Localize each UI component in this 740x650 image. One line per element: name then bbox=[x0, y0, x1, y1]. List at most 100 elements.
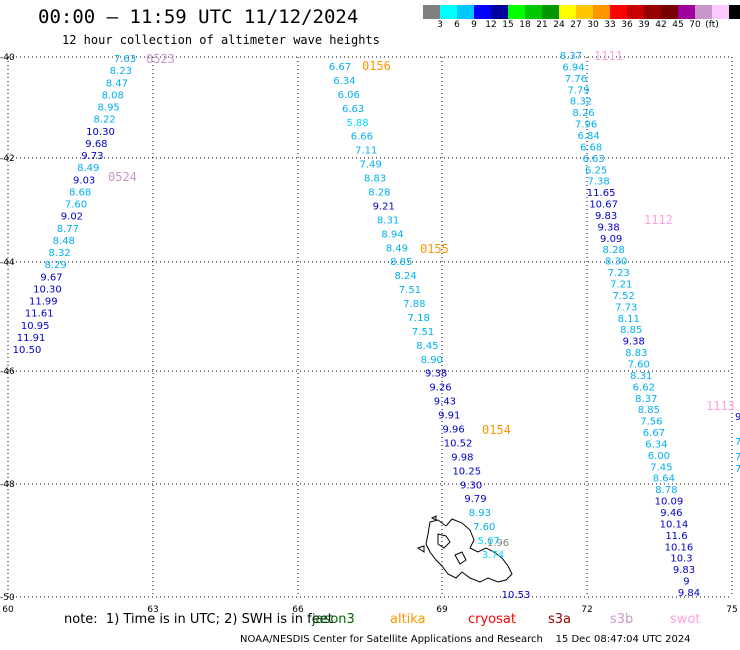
wave-height-value: 9.38 bbox=[623, 337, 645, 348]
colorbar-label: (ft) bbox=[705, 20, 719, 30]
wave-height-value: 8.24 bbox=[394, 271, 416, 282]
wave-height-value: 10.53 bbox=[502, 590, 531, 601]
wave-height-value: 8.37 bbox=[635, 394, 657, 405]
wave-height-value: 6.25 bbox=[585, 165, 607, 176]
wave-height-value: 5.88 bbox=[346, 118, 368, 129]
lat-label: -44 bbox=[0, 258, 15, 268]
footer-credit: NOAA/NESDIS Center for Satellite Applica… bbox=[240, 634, 691, 645]
wave-height-value: 7.51 bbox=[412, 327, 434, 338]
wave-height-value: 8.77 bbox=[57, 224, 79, 235]
colorbar-label: 42 bbox=[655, 20, 667, 30]
lon-label: 69 bbox=[436, 605, 448, 615]
wave-height-value: 6.68 bbox=[580, 142, 602, 153]
colorbar-label: 3 bbox=[437, 20, 443, 30]
colorbar-swatch bbox=[440, 5, 457, 19]
wave-height-value: 8.94 bbox=[381, 229, 403, 240]
wave-height-value: 8.49 bbox=[77, 163, 99, 174]
colorbar-label: 9 bbox=[471, 20, 477, 30]
colorbar-swatch bbox=[627, 5, 644, 19]
wave-height-value: 11.61 bbox=[25, 309, 54, 320]
wave-height-value: 7.96 bbox=[575, 120, 597, 131]
wave-height-value: 7.56 bbox=[640, 417, 662, 428]
wave-height-value: 9.03 bbox=[73, 175, 95, 186]
colorbar-swatch bbox=[525, 5, 542, 19]
lon-label: 72 bbox=[581, 605, 592, 615]
wave-height-value: 7 bbox=[735, 437, 740, 448]
axis-labels: -40 -42 -44 -46 -48 -50 60 63 66 69 72 75 bbox=[0, 53, 738, 615]
map-subtitle: 12 hour collection of altimeter wave hei… bbox=[62, 33, 380, 47]
footer-note: note: 1) Time is in UTC; 2) SWH is in fe… bbox=[64, 612, 333, 627]
wave-height-value: 8.85 bbox=[390, 257, 412, 268]
colorbar-swatch bbox=[457, 5, 474, 19]
wave-height-value: 8.37 bbox=[560, 51, 582, 62]
kerguelen-island bbox=[416, 515, 513, 583]
colorbar-label: 36 bbox=[621, 20, 633, 30]
colorbar-swatch bbox=[559, 5, 576, 19]
wave-height-value: 9.26 bbox=[429, 383, 451, 394]
lat-label: -42 bbox=[0, 154, 15, 164]
satellite-label: swot bbox=[670, 612, 701, 627]
colorbar-swatch bbox=[423, 5, 440, 19]
wave-height-value: 9.91 bbox=[438, 411, 460, 422]
wave-height-value: 9.21 bbox=[373, 201, 395, 212]
wave-height-value: 8.28 bbox=[368, 187, 390, 198]
wave-height-value: 9.96 bbox=[443, 425, 465, 436]
wave-height-value: 9.83 bbox=[595, 211, 617, 222]
pass-label: 0523 bbox=[146, 52, 175, 66]
wave-height-value: 7.3 bbox=[735, 452, 740, 463]
colorbar-label: 15 bbox=[502, 20, 514, 30]
wave-height-value: 10.14 bbox=[660, 519, 689, 530]
wave-height-value: 8.83 bbox=[364, 174, 386, 185]
wave-height-value: 10.52 bbox=[444, 438, 473, 449]
wave-height-value: 8.45 bbox=[416, 341, 438, 352]
wave-height-value: 7.76 bbox=[565, 74, 587, 85]
wave-height-value: 11.65 bbox=[587, 188, 616, 199]
wave-height-value: 8.28 bbox=[603, 245, 625, 256]
wave-height-value: 7.63 bbox=[114, 54, 136, 65]
colorbar-swatch bbox=[576, 5, 593, 19]
colorbar-swatch bbox=[695, 5, 712, 19]
pass-label: 0524 bbox=[108, 170, 137, 184]
colorbar-swatch bbox=[644, 5, 661, 19]
wave-height-value: 10.30 bbox=[33, 284, 62, 295]
wave-height-value: 9.73 bbox=[81, 151, 103, 162]
wave-height-value: 6.67 bbox=[329, 62, 351, 73]
wave-height-value: 1.96 bbox=[487, 538, 509, 549]
colorbar-label: 70 bbox=[689, 20, 701, 30]
wave-height-value: 9.68 bbox=[85, 139, 107, 150]
wave-height-value: 9.43 bbox=[434, 397, 456, 408]
colorbar-swatch bbox=[610, 5, 627, 19]
colorbar-swatch bbox=[729, 5, 740, 19]
wave-height-value: 6.62 bbox=[633, 382, 655, 393]
wave-height-value: 6.84 bbox=[577, 131, 599, 142]
lat-label: -40 bbox=[0, 53, 15, 63]
wave-height-value: 6.34 bbox=[333, 76, 355, 87]
lon-label: 60 bbox=[2, 605, 14, 615]
lat-label: -46 bbox=[0, 367, 15, 377]
wave-height-value: 7.73 bbox=[615, 302, 637, 313]
wave-height-value: 9.30 bbox=[460, 480, 482, 491]
wave-height-value: 7.45 bbox=[650, 462, 672, 473]
wave-height-value: 11.99 bbox=[29, 297, 58, 308]
wave-height-value: 8.08 bbox=[102, 90, 124, 101]
wave-height-value: 8.83 bbox=[625, 348, 647, 359]
wave-height-value: 8.90 bbox=[421, 355, 443, 366]
wave-height-value: 8.31 bbox=[630, 371, 652, 382]
colorbar-label: 27 bbox=[570, 20, 582, 30]
lon-label: 66 bbox=[292, 605, 304, 615]
wave-height-value: 8.49 bbox=[386, 243, 408, 254]
colorbar-label: 6 bbox=[454, 20, 460, 30]
wave-height-value: 7.52 bbox=[613, 291, 635, 302]
wave-height-value: 8.31 bbox=[377, 215, 399, 226]
wave-height-value: 7.60 bbox=[473, 522, 495, 533]
wave-height-value: 6.66 bbox=[351, 132, 373, 143]
wave-height-value: 7.60 bbox=[65, 200, 87, 211]
wave-height-value: 8.78 bbox=[655, 485, 677, 496]
wave-height-value: 8.95 bbox=[98, 103, 120, 114]
wave-height-value: 8.93 bbox=[469, 508, 491, 519]
wave-height-value: 7.79 bbox=[567, 85, 589, 96]
colorbar-label: 24 bbox=[553, 20, 565, 30]
wave-height-value: 8.85 bbox=[638, 405, 660, 416]
wave-height-value: 10.67 bbox=[589, 200, 618, 211]
colorbar-swatch bbox=[474, 5, 491, 19]
